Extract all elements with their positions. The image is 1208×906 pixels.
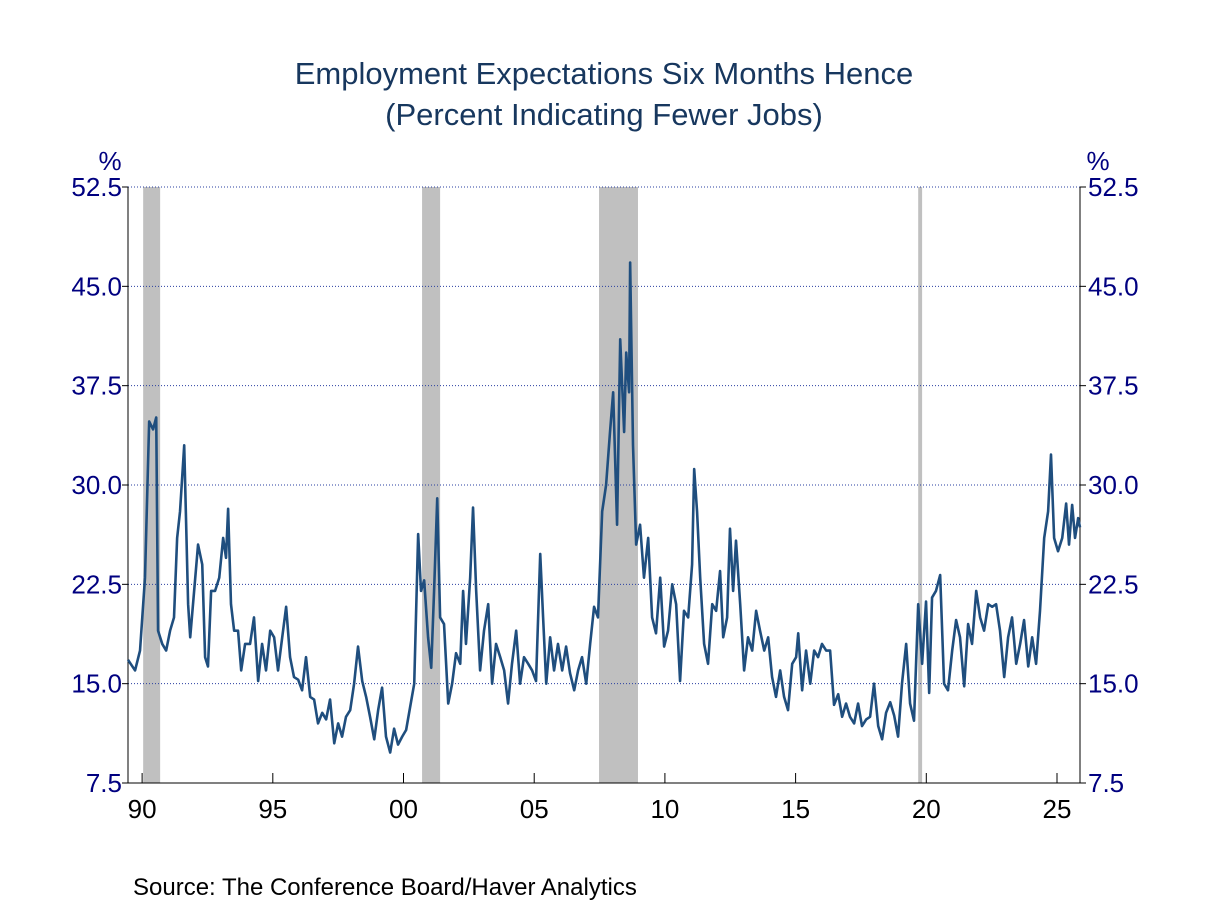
y-tick-label-right: 15.0 [1088, 669, 1139, 699]
y-tick-label: 37.5 [71, 371, 122, 401]
source-note: Source: The Conference Board/Haver Analy… [133, 874, 637, 901]
x-tick-label: 05 [520, 794, 549, 824]
chart-subtitle: (Percent Indicating Fewer Jobs) [385, 97, 823, 132]
y-tick-label: 52.5 [71, 172, 122, 202]
x-tick-label: 25 [1043, 794, 1072, 824]
y-axis-label: % [98, 146, 121, 176]
y-tick-label: 22.5 [71, 569, 122, 599]
x-tick-label: 15 [781, 794, 810, 824]
y-tick-label-right: 7.5 [1088, 768, 1124, 798]
y-tick-label: 15.0 [71, 669, 122, 699]
y-tick-label-right: 45.0 [1088, 271, 1139, 301]
y-tick-label-right: 37.5 [1088, 371, 1139, 401]
y-tick-label: 45.0 [71, 271, 122, 301]
y-tick-label-right: 22.5 [1088, 569, 1139, 599]
y-tick-label: 30.0 [71, 470, 122, 500]
y-tick-label: 7.5 [86, 768, 122, 798]
x-tick-label: 00 [389, 794, 418, 824]
data-line [126, 261, 1082, 754]
y-tick-label-right: 52.5 [1088, 172, 1139, 202]
x-tick-label: 95 [258, 794, 287, 824]
recession-shade [143, 187, 161, 783]
x-tick-label: 20 [912, 794, 941, 824]
x-tick-label: 10 [650, 794, 679, 824]
y-axis-label-right: % [1086, 146, 1109, 176]
y-tick-label-right: 30.0 [1088, 470, 1139, 500]
chart-title: Employment Expectations Six Months Hence [295, 56, 914, 91]
x-tick-label: 90 [128, 794, 157, 824]
